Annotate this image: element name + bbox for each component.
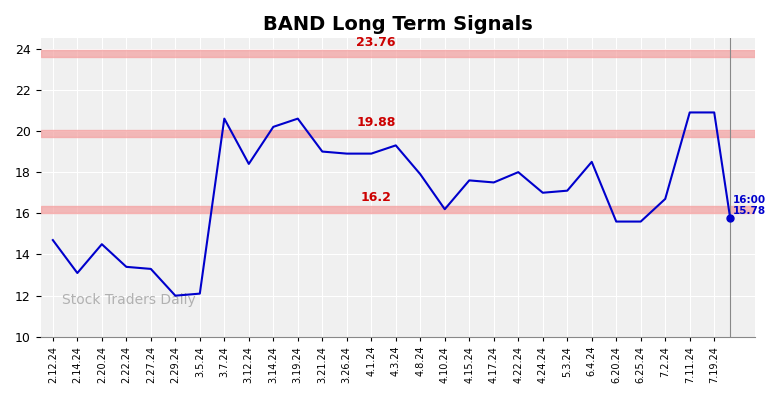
Text: Stock Traders Daily: Stock Traders Daily [62, 293, 196, 307]
Point [724, 215, 736, 221]
Bar [41, 50, 755, 57]
Text: 16:00
15.78: 16:00 15.78 [732, 195, 766, 216]
Text: 19.88: 19.88 [357, 116, 396, 129]
Text: 23.76: 23.76 [357, 36, 396, 49]
Text: 16.2: 16.2 [361, 191, 392, 205]
Title: BAND Long Term Signals: BAND Long Term Signals [263, 15, 532, 34]
Bar [41, 205, 755, 213]
Bar [41, 130, 755, 137]
